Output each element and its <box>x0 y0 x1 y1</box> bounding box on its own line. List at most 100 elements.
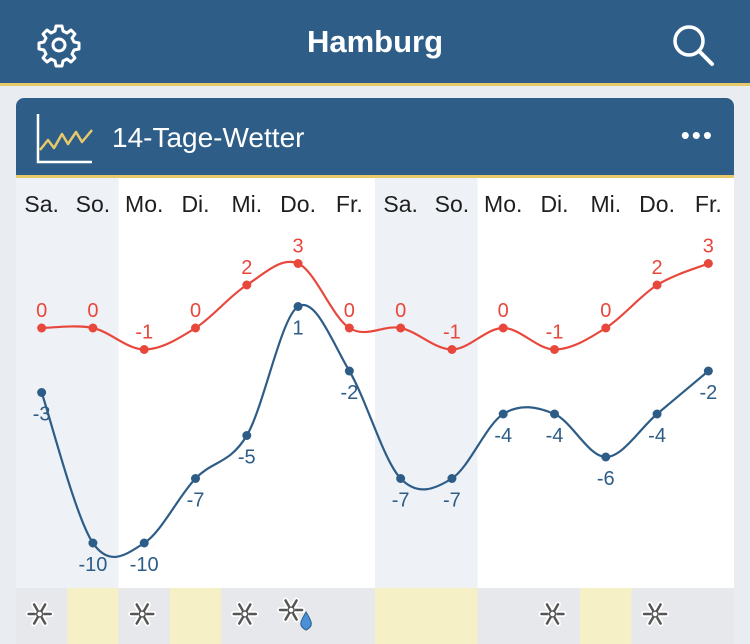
icon-cell-bg <box>477 588 530 644</box>
snowflake-icon <box>230 601 259 627</box>
min-temp-point <box>191 474 200 483</box>
max-temp-point <box>703 259 713 268</box>
day-column-bg <box>580 178 632 588</box>
min-temp-point <box>652 409 662 419</box>
max-temp-label: -1 <box>546 322 564 344</box>
icon-cell-bg <box>682 588 734 644</box>
temperature-chart: Sa. So. Mo. Di. Mi. Do. Fr. Sa. So. Mo. Di. Mi. Do. F… <box>16 178 734 644</box>
min-temp-point <box>344 366 354 376</box>
day-column-bg <box>631 178 684 588</box>
max-temp-label: 3 <box>293 236 304 258</box>
day-column-bg <box>323 178 376 588</box>
max-temp-point <box>191 323 200 333</box>
day-column-bg <box>528 178 581 588</box>
day-label: Di. <box>181 191 209 217</box>
min-temp-label: 1 <box>293 318 304 340</box>
min-temp-label: -7 <box>187 490 205 512</box>
day-column-bg <box>375 178 427 588</box>
day-label: Do. <box>280 191 316 217</box>
min-temp-label: -10 <box>78 554 107 576</box>
day-column-bg <box>67 178 120 588</box>
card-title: 14-Tage-Wetter <box>112 122 305 153</box>
min-temp-point <box>550 409 559 419</box>
max-temp-point <box>601 323 611 333</box>
min-temp-point <box>498 409 508 419</box>
day-column-bg <box>221 178 273 588</box>
min-temp-point <box>242 431 252 440</box>
min-temp-label: -3 <box>33 404 51 426</box>
icon-cell-bg <box>323 588 376 644</box>
min-temp-label: -4 <box>648 425 666 447</box>
min-temp-point <box>396 474 406 483</box>
min-temp-label: -7 <box>443 490 461 512</box>
max-temp-point <box>498 323 508 333</box>
search-icon[interactable] <box>668 20 718 70</box>
max-temp-point <box>37 323 47 333</box>
min-temp-point <box>88 538 98 548</box>
min-temp-point <box>703 366 713 376</box>
min-temp-point <box>37 388 47 397</box>
line-chart-icon <box>34 110 96 171</box>
icon-cell-bg <box>426 588 479 644</box>
max-temp-point <box>396 323 406 333</box>
snowflake-icon <box>538 601 567 627</box>
day-label: Do. <box>639 191 675 217</box>
max-temp-label: 0 <box>36 300 47 322</box>
day-label: Di. <box>540 191 568 217</box>
min-temp-label: -4 <box>546 425 564 447</box>
day-label: Mi. <box>590 191 621 217</box>
day-label: So. <box>435 191 470 217</box>
app-header: Hamburg <box>0 0 750 86</box>
max-temp-point <box>293 259 303 268</box>
max-temp-label: 0 <box>395 300 406 322</box>
max-temp-label: 2 <box>241 257 252 279</box>
min-temp-label: -5 <box>238 447 256 469</box>
min-temp-label: -7 <box>392 490 410 512</box>
day-label: So. <box>76 191 111 217</box>
snowflake-icon <box>25 601 54 627</box>
max-temp-label: 0 <box>498 300 509 322</box>
card-header: 14-Tage-Wetter ••• <box>16 98 734 178</box>
max-temp-point <box>139 345 149 354</box>
day-column-bg <box>426 178 479 588</box>
max-temp-point <box>550 345 559 354</box>
min-temp-point <box>293 302 303 311</box>
day-label: Sa. <box>24 191 59 217</box>
max-temp-label: 0 <box>344 300 355 322</box>
max-temp-point <box>652 280 662 290</box>
day-label: Mo. <box>125 191 163 217</box>
max-temp-label: -1 <box>135 322 153 344</box>
min-temp-label: -10 <box>130 554 159 576</box>
max-temp-label: 3 <box>703 236 714 258</box>
min-temp-label: -4 <box>494 425 512 447</box>
max-temp-point <box>344 323 354 333</box>
forecast-card: 14-Tage-Wetter ••• Sa. So. Mo. Di. Mi. Do. Fr.… <box>16 98 734 644</box>
max-temp-label: -1 <box>443 322 461 344</box>
day-label: Fr. <box>695 191 722 217</box>
max-temp-label: 2 <box>652 257 663 279</box>
max-temp-label: 0 <box>190 300 201 322</box>
snow-rain-icon <box>277 597 312 631</box>
min-temp-point <box>447 474 457 483</box>
day-column-bg <box>477 178 530 588</box>
max-temp-label: 0 <box>87 300 98 322</box>
icon-cell-bg <box>580 588 632 644</box>
min-temp-label: -2 <box>340 382 358 404</box>
max-temp-point <box>447 345 457 354</box>
snowflake-icon <box>128 601 157 627</box>
max-temp-label: 0 <box>600 300 611 322</box>
icon-cell-bg <box>272 588 325 644</box>
day-column-bg <box>169 178 222 588</box>
day-label: Mo. <box>484 191 522 217</box>
snowflake-icon <box>641 601 670 627</box>
more-options-icon[interactable]: ••• <box>680 120 714 150</box>
icon-cell-bg <box>375 588 427 644</box>
min-temp-label: -2 <box>699 382 717 404</box>
day-label: Sa. <box>383 191 418 217</box>
max-temp-point <box>88 323 98 333</box>
settings-gear-icon[interactable] <box>34 20 84 70</box>
day-column-bg <box>16 178 68 588</box>
max-temp-point <box>242 280 252 290</box>
day-column-bg <box>118 178 171 588</box>
page-title: Hamburg <box>306 24 444 59</box>
